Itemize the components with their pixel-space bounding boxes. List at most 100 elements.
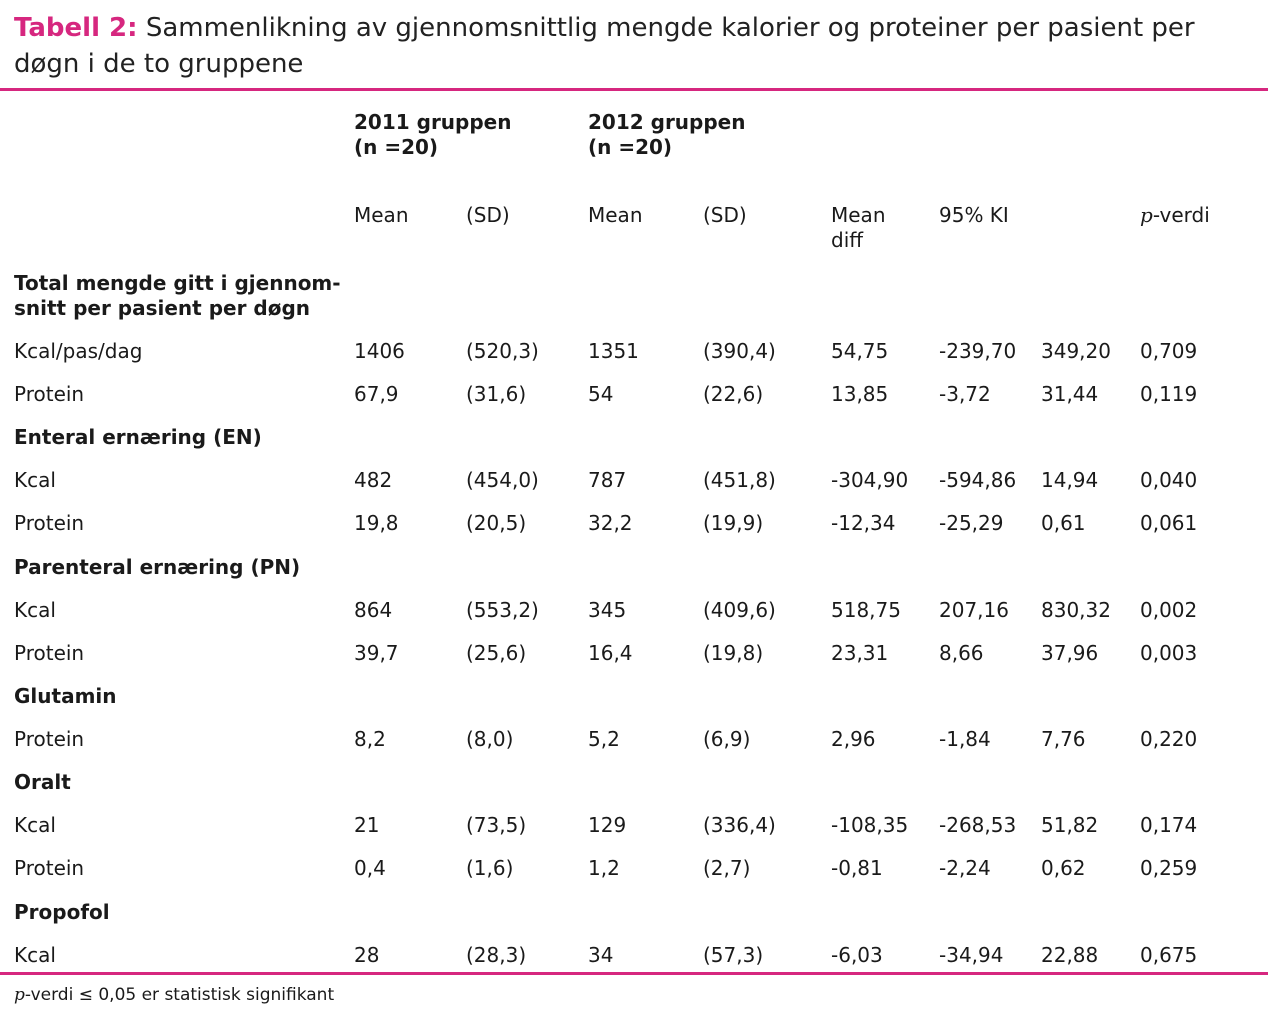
cell-sd-2012: (390,4) (703, 339, 776, 363)
table-title-label: Tabell 2: (14, 13, 138, 43)
col-p-value: p-verdi (1140, 203, 1210, 228)
row-label: Kcal (14, 468, 56, 492)
cell-mean-2011: 39,7 (354, 641, 399, 665)
footnote-p-letter: p (14, 985, 25, 1005)
cell-ci-low: -1,84 (939, 727, 991, 751)
cell-ci-low: -34,94 (939, 943, 1004, 967)
cell-ci-low: -239,70 (939, 339, 1017, 363)
cell-sd-2011: (31,6) (466, 382, 527, 406)
row-label: Protein (14, 641, 85, 665)
cell-sd-2011: (454,0) (466, 468, 539, 492)
cell-p-value: 0,709 (1140, 339, 1198, 363)
cell-sd-2012: (451,8) (703, 468, 776, 492)
cell-ci-high: 349,20 (1041, 339, 1111, 363)
row-label: Protein (14, 382, 85, 406)
row-label: Protein (14, 511, 85, 535)
section-total-line1: Total mengde gitt i gjennom- (14, 271, 341, 295)
cell-mean-2011: 864 (354, 598, 393, 622)
cell-sd-2012: (19,8) (703, 641, 764, 665)
cell-mean-2012: 345 (588, 598, 627, 622)
cell-p-value: 0,675 (1140, 943, 1198, 967)
cell-mean-diff: 13,85 (831, 382, 889, 406)
cell-sd-2011: (553,2) (466, 598, 539, 622)
cell-mean-2011: 482 (354, 468, 393, 492)
cell-ci-low: 8,66 (939, 641, 984, 665)
cell-sd-2011: (28,3) (466, 943, 527, 967)
bottom-rule (0, 972, 1268, 975)
cell-mean-2011: 21 (354, 813, 380, 837)
cell-sd-2011: (20,5) (466, 511, 527, 535)
cell-p-value: 0,003 (1140, 641, 1198, 665)
section-propofol: Propofol (14, 900, 110, 924)
section-parenteral: Parenteral ernæring (PN) (14, 555, 301, 579)
cell-ci-high: 31,44 (1041, 382, 1099, 406)
cell-mean-2012: 54 (588, 382, 614, 406)
cell-mean-diff: -0,81 (831, 856, 883, 880)
cell-ci-high: 14,94 (1041, 468, 1099, 492)
cell-mean-2011: 1406 (354, 339, 405, 363)
cell-sd-2011: (1,6) (466, 856, 514, 880)
section-glutamin: Glutamin (14, 684, 117, 708)
cell-ci-low: -268,53 (939, 813, 1017, 837)
cell-mean-diff: -304,90 (831, 468, 909, 492)
cell-mean-2011: 28 (354, 943, 380, 967)
cell-ci-high: 0,62 (1041, 856, 1086, 880)
cell-mean-2012: 16,4 (588, 641, 633, 665)
cell-mean-diff: 2,96 (831, 727, 876, 751)
cell-mean-2011: 19,8 (354, 511, 399, 535)
cell-mean-diff: 23,31 (831, 641, 889, 665)
group-2011-header: 2011 gruppen (354, 110, 512, 134)
cell-sd-2012: (19,9) (703, 511, 764, 535)
col-p-letter: p (1140, 203, 1153, 227)
col-sd-2011: (SD) (466, 203, 510, 227)
cell-ci-low: 207,16 (939, 598, 1009, 622)
group-2011-n: (n =20) (354, 135, 439, 159)
cell-p-value: 0,259 (1140, 856, 1198, 880)
cell-mean-2012: 129 (588, 813, 627, 837)
group-2012-n: (n =20) (588, 135, 673, 159)
cell-ci-high: 51,82 (1041, 813, 1099, 837)
section-oralt: Oralt (14, 770, 71, 794)
cell-ci-high: 7,76 (1041, 727, 1086, 751)
cell-ci-high: 37,96 (1041, 641, 1099, 665)
cell-ci-low: -594,86 (939, 468, 1017, 492)
cell-ci-low: -25,29 (939, 511, 1004, 535)
cell-sd-2012: (6,9) (703, 727, 751, 751)
col-mean-2012: Mean (588, 203, 643, 227)
cell-sd-2012: (57,3) (703, 943, 764, 967)
cell-p-value: 0,119 (1140, 382, 1198, 406)
cell-mean-2012: 1,2 (588, 856, 620, 880)
cell-ci-high: 830,32 (1041, 598, 1111, 622)
col-ci: 95% KI (939, 203, 1009, 227)
cell-mean-diff: 54,75 (831, 339, 889, 363)
cell-mean-2012: 34 (588, 943, 614, 967)
cell-sd-2012: (409,6) (703, 598, 776, 622)
section-enteral: Enteral ernæring (EN) (14, 425, 262, 449)
row-label: Kcal (14, 943, 56, 967)
cell-sd-2012: (22,6) (703, 382, 764, 406)
col-p-suffix: -verdi (1152, 203, 1210, 227)
cell-mean-2012: 5,2 (588, 727, 620, 751)
cell-sd-2011: (25,6) (466, 641, 527, 665)
table-title: Tabell 2: Sammenlikning av gjennomsnittl… (14, 10, 1259, 82)
cell-mean-2011: 8,2 (354, 727, 386, 751)
cell-mean-2012: 1351 (588, 339, 639, 363)
col-sd-2012: (SD) (703, 203, 747, 227)
col-mean-diff-line1: Mean (831, 203, 886, 227)
col-mean-2011: Mean (354, 203, 409, 227)
top-rule (0, 88, 1268, 91)
cell-mean-2012: 787 (588, 468, 627, 492)
cell-ci-high: 0,61 (1041, 511, 1086, 535)
row-label: Kcal/pas/dag (14, 339, 143, 363)
cell-sd-2012: (336,4) (703, 813, 776, 837)
cell-ci-low: -2,24 (939, 856, 991, 880)
cell-mean-2012: 32,2 (588, 511, 633, 535)
cell-mean-diff: -6,03 (831, 943, 883, 967)
table-title-text: Sammenlikning av gjennomsnittlig mengde … (14, 13, 1195, 79)
cell-mean-2011: 0,4 (354, 856, 386, 880)
cell-ci-low: -3,72 (939, 382, 991, 406)
cell-p-value: 0,174 (1140, 813, 1198, 837)
col-mean-diff-line2: diff (831, 228, 864, 252)
cell-p-value: 0,002 (1140, 598, 1198, 622)
cell-p-value: 0,061 (1140, 511, 1198, 535)
